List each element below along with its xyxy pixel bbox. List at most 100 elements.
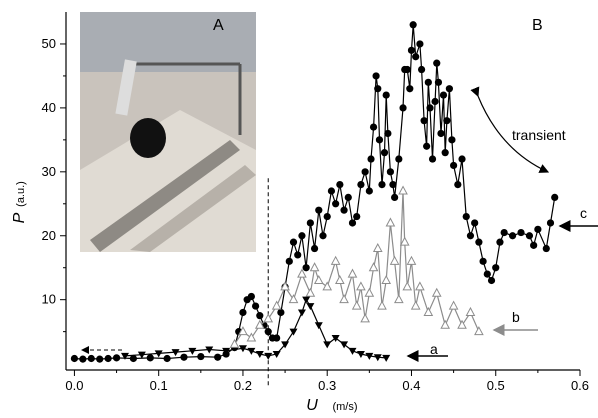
point-c-69 — [423, 142, 431, 150]
point-c-36 — [327, 187, 336, 195]
point-c-55 — [386, 168, 395, 176]
point-c-26 — [285, 257, 293, 265]
point-b-2 — [246, 332, 257, 342]
point-c-27 — [289, 238, 298, 246]
point-c-47 — [369, 123, 378, 131]
point-c-101 — [546, 219, 555, 227]
point-c-1 — [79, 355, 87, 363]
point-c-6 — [129, 354, 138, 363]
point-c-34 — [319, 232, 327, 240]
x-axis-label: U — [306, 397, 318, 414]
point-c-43 — [357, 181, 365, 189]
point-c-40 — [344, 193, 352, 201]
point-c-17 — [247, 292, 255, 301]
x-tick-label-6: 0.6 — [571, 378, 589, 393]
point-a-14 — [297, 309, 306, 317]
point-b-20 — [364, 287, 375, 297]
point-b-23 — [377, 300, 387, 310]
point-c-11 — [214, 353, 222, 361]
point-a-20 — [340, 341, 349, 349]
panel-label-b: B — [532, 17, 543, 34]
point-c-82 — [450, 161, 458, 170]
point-c-94 — [500, 228, 508, 237]
point-c-75 — [434, 78, 443, 86]
point-c-2 — [87, 354, 95, 363]
point-b-10 — [309, 262, 320, 272]
point-a-22 — [356, 351, 365, 359]
point-c-77 — [439, 91, 448, 99]
point-c-50 — [375, 136, 384, 144]
point-c-78 — [441, 149, 449, 157]
point-c-80 — [445, 85, 453, 93]
point-a-15 — [302, 296, 311, 304]
point-c-71 — [426, 104, 434, 112]
point-b-15 — [339, 294, 349, 304]
point-c-28 — [294, 251, 302, 259]
point-c-87 — [471, 219, 479, 227]
point-c-45 — [365, 187, 373, 195]
point-c-9 — [180, 353, 188, 361]
point-b-14 — [335, 274, 345, 284]
point-c-0 — [70, 354, 79, 363]
x-tick-label-1: 0.1 — [150, 378, 168, 393]
point-c-92 — [492, 264, 500, 272]
point-c-91 — [487, 276, 496, 285]
point-c-38 — [336, 181, 344, 189]
point-b-36 — [440, 319, 451, 329]
point-c-31 — [306, 219, 314, 227]
point-c-7 — [146, 354, 154, 362]
point-c-96 — [517, 228, 525, 237]
point-b-22 — [372, 242, 383, 253]
point-b-17 — [351, 300, 362, 310]
point-b-37 — [448, 300, 459, 310]
point-b-19 — [360, 313, 370, 323]
point-b-0 — [229, 338, 240, 348]
point-c-95 — [508, 232, 517, 240]
point-c-67 — [417, 65, 426, 74]
panel-label-a: A — [213, 17, 224, 34]
point-a-23 — [365, 352, 374, 360]
point-a-24 — [373, 354, 382, 362]
point-c-84 — [458, 155, 466, 163]
point-c-83 — [454, 181, 462, 189]
point-c-5 — [112, 354, 121, 362]
x-tick-label-4: 0.4 — [402, 378, 420, 393]
point-c-57 — [391, 193, 399, 201]
annotation-a: a — [430, 341, 438, 357]
point-c-97 — [525, 232, 534, 240]
point-c-90 — [483, 270, 491, 278]
point-a-12 — [281, 341, 290, 349]
point-c-85 — [462, 212, 470, 221]
point-c-30 — [302, 264, 310, 272]
point-a-18 — [323, 341, 332, 349]
point-a-11 — [272, 351, 281, 359]
point-b-16 — [347, 268, 358, 278]
point-c-53 — [382, 91, 390, 99]
point-c-58 — [395, 155, 403, 163]
point-c-62 — [406, 85, 414, 93]
point-a-4 — [188, 347, 197, 355]
point-b-34 — [423, 306, 434, 316]
point-c-4 — [104, 354, 112, 363]
point-c-18 — [251, 302, 260, 310]
point-c-98 — [530, 241, 538, 249]
point-c-81 — [448, 136, 456, 144]
point-c-32 — [310, 244, 319, 253]
point-c-76 — [437, 129, 445, 138]
point-c-19 — [256, 312, 264, 320]
point-c-102 — [551, 193, 559, 201]
point-a-7 — [238, 345, 247, 353]
point-a-8 — [247, 347, 256, 355]
y-tick-label-0: 10 — [42, 292, 56, 307]
point-b-24 — [381, 274, 392, 284]
y-tick-label-1: 20 — [42, 228, 56, 243]
x-tick-label-0: 0.0 — [65, 378, 83, 393]
point-c-68 — [420, 117, 428, 125]
point-b-1 — [238, 326, 248, 336]
arrow-transient — [470, 86, 550, 173]
point-b-3 — [254, 319, 265, 329]
point-c-65 — [412, 53, 420, 61]
point-c-73 — [431, 97, 439, 106]
point-a-1 — [137, 351, 146, 359]
